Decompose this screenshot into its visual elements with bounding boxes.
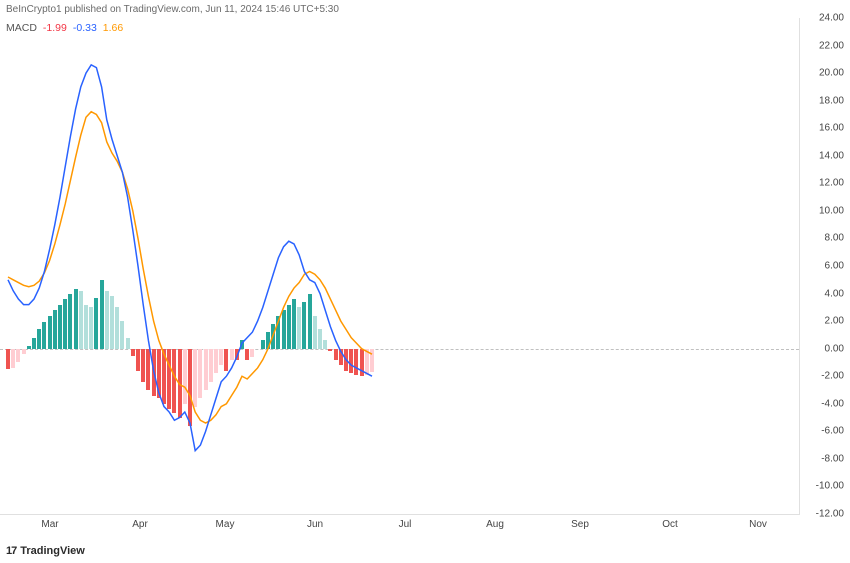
y-tick-label: 10.00 <box>819 205 844 216</box>
y-tick-label: 18.00 <box>819 95 844 106</box>
x-tick-label: Oct <box>662 519 678 530</box>
y-tick-label: 20.00 <box>819 68 844 79</box>
watermark-text: TradingView <box>20 545 85 557</box>
y-tick-label: 24.00 <box>819 13 844 24</box>
x-tick-label: Mar <box>41 519 58 530</box>
y-tick-label: -10.00 <box>816 481 844 492</box>
x-tick-label: Sep <box>571 519 589 530</box>
x-tick-label: May <box>216 519 235 530</box>
y-tick-label: -2.00 <box>821 371 844 382</box>
signal-line <box>8 112 372 423</box>
y-tick-label: -6.00 <box>821 426 844 437</box>
tradingview-watermark: 17 TradingView <box>6 545 85 557</box>
y-tick-label: -8.00 <box>821 453 844 464</box>
chart-area[interactable]: 24.0022.0020.0018.0016.0014.0012.0010.00… <box>0 18 850 538</box>
x-tick-label: Jun <box>307 519 323 530</box>
x-axis: Mar Apr May Jun Jul Aug Sep Oct Nov <box>0 514 800 538</box>
x-tick-label: Jul <box>399 519 412 530</box>
y-tick-label: 14.00 <box>819 150 844 161</box>
line-layer <box>0 18 799 514</box>
y-tick-label: 0.00 <box>825 343 844 354</box>
y-tick-label: 16.00 <box>819 123 844 134</box>
y-tick-label: -12.00 <box>816 509 844 520</box>
tradingview-logo-icon: 17 <box>6 545 16 557</box>
y-tick-label: 22.00 <box>819 40 844 51</box>
y-tick-label: 6.00 <box>825 261 844 272</box>
x-tick-label: Apr <box>132 519 148 530</box>
y-tick-label: 4.00 <box>825 288 844 299</box>
x-tick-label: Aug <box>486 519 504 530</box>
y-tick-label: -4.00 <box>821 398 844 409</box>
y-tick-label: 2.00 <box>825 316 844 327</box>
macd-line <box>8 65 372 451</box>
y-tick-label: 12.00 <box>819 178 844 189</box>
x-tick-label: Nov <box>749 519 767 530</box>
attribution-text: BeInCrypto1 published on TradingView.com… <box>6 4 339 15</box>
y-axis: 24.0022.0020.0018.0016.0014.0012.0010.00… <box>802 18 850 538</box>
plot-region[interactable] <box>0 18 800 514</box>
y-tick-label: 8.00 <box>825 233 844 244</box>
